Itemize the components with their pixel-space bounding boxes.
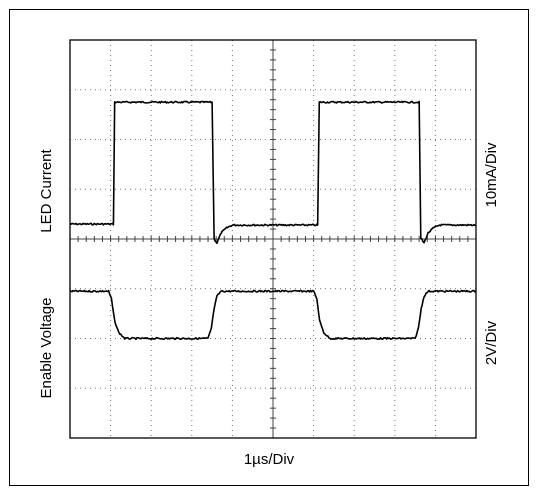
x-axis-label: 1µs/Div [244,451,295,468]
panel-label-enable-voltage: Enable Voltage [38,298,55,399]
grid [69,39,477,439]
plot-border [69,39,477,439]
led-current-trace [69,100,477,244]
enable-voltage-trace [69,289,477,341]
scale-label-2v-div: 2V/Div [483,320,500,365]
traces [69,100,477,341]
scale-label-10ma-div: 10mA/Div [483,142,500,208]
chart-frame [9,9,529,486]
panel-label-led-current: LED Current [38,148,55,232]
